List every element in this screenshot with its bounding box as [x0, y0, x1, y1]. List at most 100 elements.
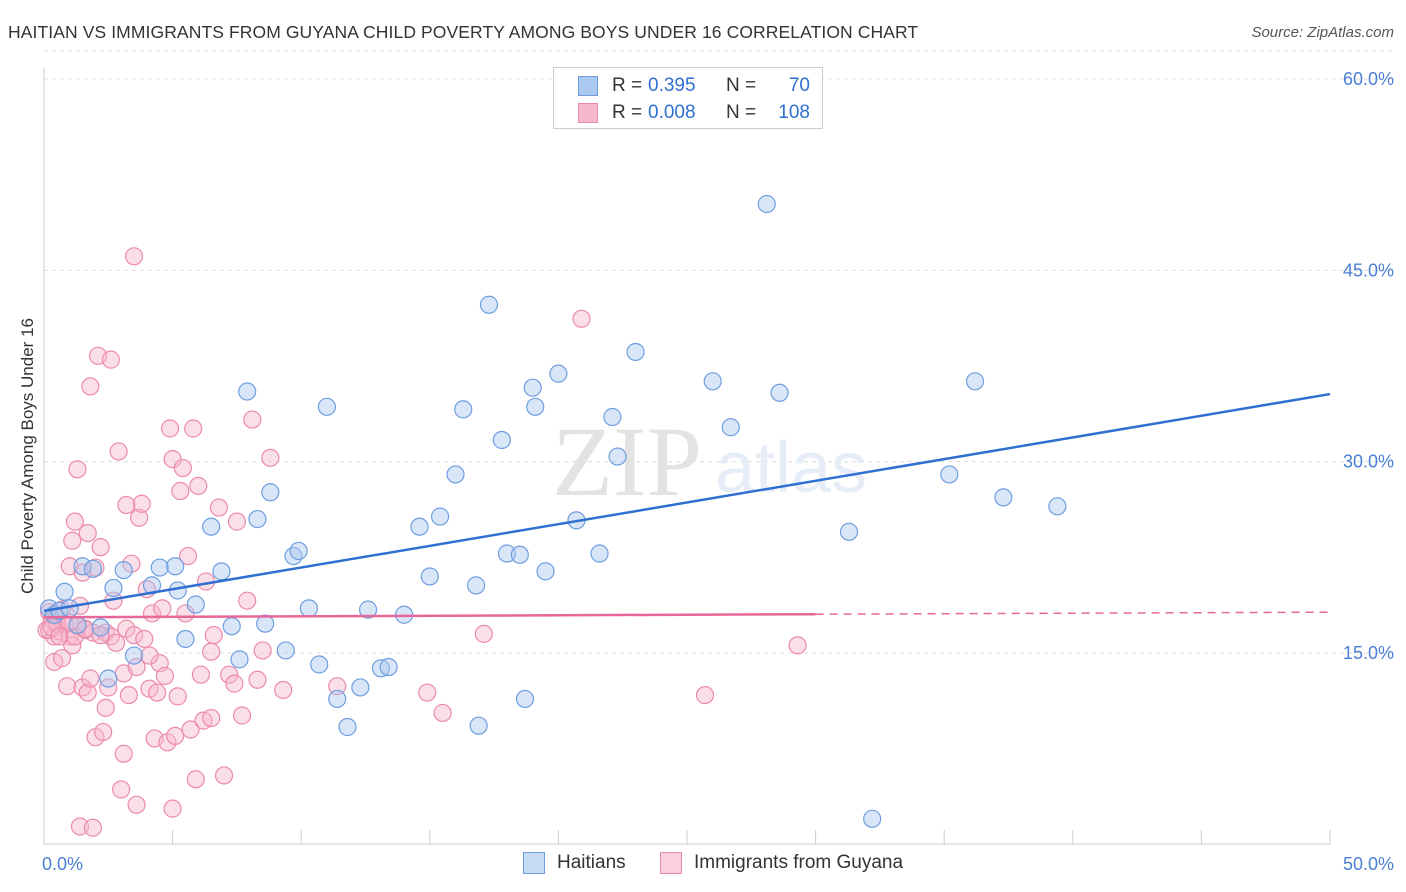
guyana-point: [78, 683, 97, 702]
haitian-point: [590, 544, 609, 563]
trend-lines: [43, 392, 1331, 619]
haitian-point: [371, 659, 391, 678]
legend-swatch-blue: [578, 76, 598, 96]
haitian-point: [99, 669, 118, 688]
guyana-point: [248, 670, 267, 689]
haitian-point: [497, 544, 517, 563]
guyana-point: [109, 442, 128, 461]
legend-label-guyana: Immigrants from Guyana: [694, 852, 904, 873]
guyana-point: [163, 799, 182, 818]
legend-item-guyana[interactable]: Immigrants from Guyana: [660, 852, 903, 874]
haitian-point: [940, 465, 959, 484]
guyana-point: [186, 770, 205, 789]
guyana-point: [474, 624, 493, 643]
haitian-point: [536, 562, 555, 581]
guyana-point: [189, 476, 208, 496]
guyana-point: [153, 599, 172, 618]
chart-title: HAITIAN VS IMMIGRANTS FROM GUYANA CHILD …: [8, 22, 919, 42]
guyana-point: [191, 665, 210, 684]
haitian-point: [420, 567, 439, 586]
watermark-atlas: atlas: [715, 428, 867, 508]
haitian-point: [104, 578, 123, 598]
guyana-point: [91, 538, 110, 557]
haitian-point: [510, 545, 529, 564]
haitian-point: [965, 372, 985, 391]
guyana-point: [433, 703, 452, 723]
haitian-point: [176, 629, 195, 649]
haitian-point: [358, 600, 378, 619]
haitian-point: [608, 447, 627, 466]
haitian-trend-line: [43, 392, 1331, 613]
haitian-point: [770, 383, 789, 402]
x-tick-label: 0.0%: [42, 854, 83, 874]
guyana-point: [163, 450, 182, 469]
guyana-point: [181, 720, 200, 739]
legend-n-label: N =: [726, 75, 757, 96]
correlation-legend: R = 0.395 N = 70 R = 0.008 N = 108: [553, 67, 823, 129]
legend-n-value: 108: [778, 102, 810, 123]
haitian-point: [515, 689, 535, 709]
guyana-point: [173, 458, 192, 478]
y-axis-label: Child Poverty Among Boys Under 16: [18, 318, 37, 594]
haitian-point: [91, 618, 110, 637]
guyana-point: [65, 512, 84, 531]
legend-swatch-pink: [578, 103, 598, 123]
guyana-point: [70, 817, 90, 836]
haitian-point: [454, 400, 473, 419]
y-tick-label: 15.0%: [1343, 643, 1394, 663]
guyana-point: [91, 626, 110, 645]
guyana-point: [50, 627, 69, 646]
guyana-point: [78, 523, 97, 543]
guyana-point: [695, 685, 715, 705]
guyana-point: [171, 481, 190, 501]
guyana-point: [117, 495, 136, 515]
axes: [43, 68, 1331, 845]
guyana-point: [119, 685, 138, 705]
y-tick-label: 30.0%: [1343, 452, 1394, 472]
haitian-point: [114, 560, 133, 580]
haitian-point: [317, 397, 337, 416]
haitian-point: [603, 407, 622, 427]
haitian-point: [289, 541, 308, 561]
guyana-point: [214, 766, 234, 785]
guyana-point: [572, 309, 591, 328]
haitian-point: [284, 546, 303, 566]
guyana-point: [63, 531, 82, 550]
haitian-point: [479, 295, 499, 314]
series-legend: Haitians Immigrants from Guyana: [0, 852, 1406, 878]
guyana-point: [135, 629, 154, 649]
guyana-point: [81, 377, 100, 396]
haitian-point: [186, 595, 205, 614]
haitian-point: [310, 655, 329, 674]
guyana-point: [124, 247, 144, 266]
haitian-point: [55, 582, 74, 601]
haitian-point: [994, 488, 1013, 507]
haitian-point: [276, 641, 295, 660]
watermark-zip: ZIP: [552, 406, 702, 517]
guyana-point: [166, 726, 185, 746]
haitian-point: [299, 599, 319, 618]
guyana-point: [106, 633, 126, 652]
y-tick-label: 45.0%: [1343, 260, 1394, 280]
legend-item-haitians[interactable]: Haitians: [523, 852, 626, 874]
y-tick-label: 60.0%: [1343, 69, 1394, 89]
guyana-point: [132, 494, 151, 513]
haitian-point: [230, 650, 249, 669]
guyana-point: [112, 780, 131, 799]
haitian-point: [1048, 497, 1067, 516]
guyana-point: [418, 683, 437, 702]
guyana-point: [52, 649, 72, 668]
guyana-point: [243, 410, 262, 429]
guyana-trend-extension: [815, 611, 1331, 615]
guyana-point: [127, 795, 146, 814]
haitian-point: [166, 557, 185, 576]
haitian-point: [430, 507, 450, 526]
source-label: Source: ZipAtlas.com: [1251, 24, 1394, 41]
guyana-point: [83, 818, 102, 837]
guyana-point: [94, 722, 113, 742]
guyana-point: [238, 591, 257, 610]
grid-lines: [44, 50, 1394, 654]
legend-r-label: R =: [612, 75, 643, 96]
guyana-point: [225, 674, 244, 693]
guyana-point: [202, 708, 221, 728]
